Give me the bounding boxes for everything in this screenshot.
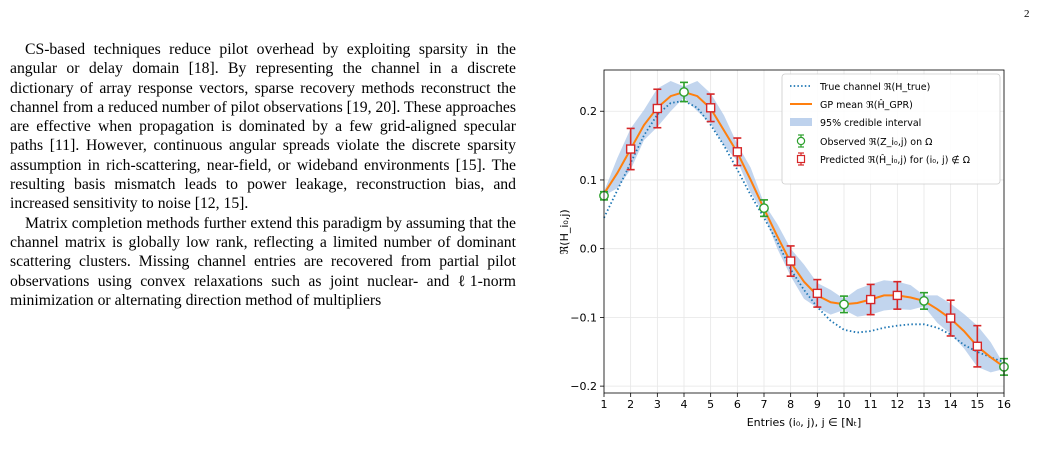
legend-predicted-swatch [796, 152, 806, 166]
x-tick-label: 13 [917, 398, 931, 411]
y-tick-label: −0.2 [570, 380, 597, 393]
y-tick-label: 0.0 [580, 243, 598, 256]
predicted-point [945, 299, 956, 337]
x-tick-label: 7 [761, 398, 768, 411]
observed-marker [919, 296, 929, 306]
y-tick-label: −0.1 [570, 311, 597, 324]
markers-layer [599, 81, 1009, 376]
legend: True channel ℜ(H_true) GP mean ℜ(Ĥ_GPR) … [781, 73, 1001, 185]
predicted-point [625, 127, 636, 171]
predicted-point [705, 93, 716, 123]
true-channel-line [603, 99, 1005, 363]
x-tick-label: 4 [681, 398, 688, 411]
channel-estimation-figure: 1 2 3 4 5 6 7 8 9 10 11 12 13 14 15 16 −0.2−0.10.00.10.… [558, 69, 1011, 429]
y-tick-label: 0.2 [580, 105, 598, 118]
predicted-marker [625, 144, 636, 154]
x-tick-label: 9 [814, 398, 821, 411]
x-axis-label: Entries (i₀, j), j ∈ [Nₜ] [747, 416, 862, 429]
legend-predicted: Predicted ℜ(Ĥ_i₀,j) for (i₀, j) ∉ Ω [820, 154, 970, 166]
predicted-marker [972, 341, 983, 351]
legend-band-swatch [790, 118, 812, 126]
predicted-point [732, 137, 743, 167]
predicted-point [785, 245, 796, 277]
observed-point [679, 81, 689, 103]
observed-marker [839, 299, 849, 310]
page-number: 2 [1024, 8, 1030, 20]
predicted-marker [652, 103, 663, 114]
legend-true-channel: True channel ℜ(H_true) [819, 82, 930, 93]
predicted-marker [732, 147, 743, 157]
observed-point [839, 295, 849, 314]
predicted-marker [945, 313, 956, 323]
credible-interval-band [604, 80, 1004, 373]
x-tick-label: 10 [837, 398, 851, 411]
x-tick-label: 1 [601, 398, 608, 411]
legend-credible-interval: 95% credible interval [820, 118, 921, 129]
gp-mean-line [603, 90, 1005, 368]
legend-gp-mean: GP mean ℜ(Ĥ_GPR) [820, 99, 913, 111]
credible-interval-layer [604, 80, 1004, 373]
observed-point [919, 291, 929, 310]
predicted-point [812, 278, 823, 308]
paragraph-matrix-completion: Matrix completion methods further extend… [10, 214, 516, 309]
x-tick-label: 14 [944, 398, 958, 411]
predicted-marker [892, 290, 903, 301]
x-tick-label: 16 [997, 398, 1011, 411]
predicted-marker [865, 294, 876, 305]
predicted-point [892, 280, 903, 310]
paragraph-cs-techniques: CS-based techniques reduce pilot overhea… [10, 41, 516, 213]
series-lines-layer [603, 90, 1005, 368]
predicted-point [865, 283, 876, 316]
x-tick-label: 5 [707, 398, 714, 411]
legend-box [781, 73, 1001, 185]
legend-observed: Observed ℜ(Z_i₀,j) on Ω [820, 137, 932, 148]
plot-frame [603, 69, 1005, 394]
y-axis-ticks: −0.2 −0.1 0.0 0.1 0.2 [570, 105, 604, 393]
predicted-marker [705, 103, 716, 113]
legend-observed-swatch [796, 134, 806, 148]
predicted-marker [812, 288, 823, 299]
x-tick-label: 12 [890, 398, 904, 411]
predicted-point [972, 324, 983, 368]
body-text-column: CS-based techniques reduce pilot overhea… [10, 40, 516, 310]
x-tick-label: 15 [970, 398, 984, 411]
observed-marker [759, 203, 769, 214]
x-axis-ticks: 1 2 3 4 5 6 7 8 9 10 11 12 13 14 15 16 [601, 393, 1011, 411]
predicted-marker [785, 256, 796, 266]
predicted-point [652, 88, 663, 129]
x-tick-label: 11 [864, 398, 878, 411]
y-axis-label: ℜ(H_i₀,j) [558, 209, 571, 254]
x-tick-label: 2 [627, 398, 634, 411]
observed-marker [679, 87, 689, 97]
x-tick-label: 3 [654, 398, 661, 411]
x-tick-label: 6 [734, 398, 741, 411]
y-tick-label: 0.1 [580, 174, 598, 187]
observed-point [759, 199, 769, 218]
x-tick-label: 8 [787, 398, 794, 411]
